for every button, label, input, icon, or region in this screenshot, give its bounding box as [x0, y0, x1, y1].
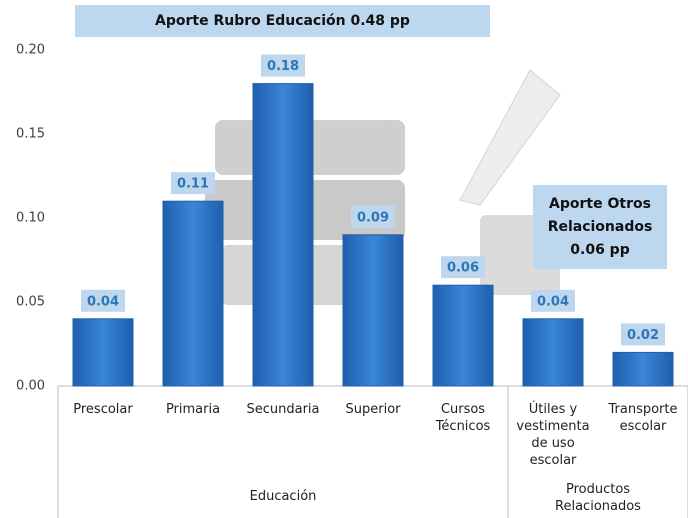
bar	[433, 285, 493, 386]
x-tick-label: Cursos Técnicos	[421, 401, 505, 435]
value-label: 0.11	[177, 177, 209, 192]
y-tick-label: 0.15	[16, 127, 45, 142]
y-tick-label: 0.05	[16, 295, 45, 310]
bar	[613, 352, 673, 386]
chart: 0.00 0.05 0.10 0.15 0.20 0.04 0.11 0.18 0.09 0.06…	[0, 0, 688, 518]
annotation: Aporte Rubro Educación 0.48 pp	[75, 5, 490, 37]
annotation: Aporte Otros Relacionados 0.06 pp	[533, 185, 667, 269]
value-label: 0.04	[87, 294, 119, 309]
x-tick-label: Transporte escolar	[601, 401, 685, 435]
y-tick-label: 0.10	[16, 211, 45, 226]
group-label: Educación	[58, 488, 508, 505]
bar	[343, 235, 403, 386]
x-tick-label: Superior	[331, 401, 415, 418]
bar	[163, 201, 223, 386]
x-tick-label: Prescolar	[61, 401, 145, 418]
y-tick-label: 0.00	[16, 379, 45, 394]
value-label: 0.06	[447, 261, 479, 276]
value-label: 0.04	[537, 294, 569, 309]
x-tick-label: Primaria	[151, 401, 235, 418]
value-label: 0.18	[267, 59, 299, 74]
value-label: 0.02	[627, 328, 659, 343]
bar	[253, 84, 313, 386]
bar	[73, 319, 133, 386]
x-tick-label: Secundaria	[241, 401, 325, 418]
value-label: 0.09	[357, 210, 389, 225]
group-label: Productos Relacionados	[528, 481, 668, 515]
x-tick-label: Útiles y vestimenta de uso escolar	[511, 401, 595, 469]
y-tick-label: 0.20	[16, 43, 45, 58]
bar	[523, 319, 583, 386]
